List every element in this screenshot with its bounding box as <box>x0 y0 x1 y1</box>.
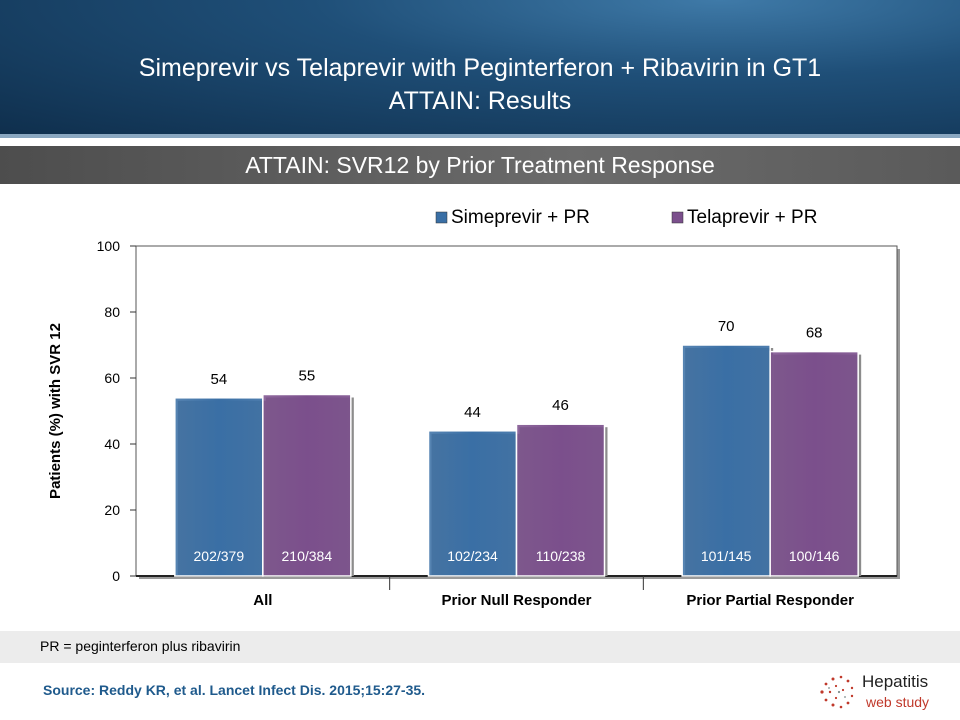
subtitle-bar <box>0 146 960 184</box>
x-tick-label: All <box>253 592 272 609</box>
legend-label: Telaprevir + PR <box>687 207 817 228</box>
hepatitis-logo-icon <box>820 675 854 709</box>
header-banner <box>0 0 960 134</box>
y-tick-label: 80 <box>104 304 120 320</box>
source-citation: Source: Reddy KR, et al. Lancet Infect D… <box>43 682 426 698</box>
bar-count-label: 210/384 <box>282 548 333 564</box>
bar <box>262 393 352 577</box>
y-axis-label: Patients (%) with SVR 12 <box>47 323 64 499</box>
title-line-2: ATTAIN: Results <box>388 87 572 115</box>
legend-swatch <box>671 211 684 224</box>
slide-title: Simeprevir vs Telaprevir with Peginterfe… <box>0 52 960 118</box>
footnote-bar <box>0 631 960 663</box>
logo-text-webstudy: web study <box>866 694 930 710</box>
bar-value-label: 46 <box>552 397 569 414</box>
bar-count-label: 102/234 <box>447 548 498 564</box>
title-line-1: Simeprevir vs Telaprevir with Peginterfe… <box>138 54 822 82</box>
bar-count-label: 100/146 <box>789 548 840 564</box>
y-tick-label: 100 <box>97 238 121 254</box>
bar <box>769 350 859 577</box>
y-tick-label: 20 <box>104 502 120 518</box>
bar-value-label: 68 <box>806 325 823 342</box>
legend-swatch <box>435 211 448 224</box>
legend-label: Simeprevir + PR <box>451 207 590 228</box>
bar-count-label: 110/238 <box>536 548 586 564</box>
y-tick-label: 60 <box>104 370 120 386</box>
bar <box>681 344 771 577</box>
y-tick-label: 40 <box>104 436 120 452</box>
logo-text-hepatitis: Hepatitis <box>862 672 929 691</box>
chart-subtitle: ATTAIN: SVR12 by Prior Treatment Respons… <box>245 152 715 178</box>
bar <box>427 430 518 577</box>
x-tick-label: Prior Partial Responder <box>686 592 854 609</box>
bar-value-label: 54 <box>210 371 227 388</box>
header-divider <box>0 134 960 138</box>
x-tick-label: Prior Null Responder <box>441 592 591 609</box>
bar-count-label: 202/379 <box>194 548 245 564</box>
footnote: PR = peginterferon plus ribavirin <box>40 638 241 654</box>
y-tick-label: 0 <box>112 568 120 584</box>
bar <box>515 423 606 577</box>
bar-count-label: 101/145 <box>701 548 752 564</box>
bar-chart: 0 20 40 60 80 100 Patients (%) with SVR 12 All 5… <box>47 207 900 609</box>
bar-value-label: 70 <box>718 318 735 335</box>
bar-value-label: 44 <box>464 404 481 421</box>
bar-value-label: 55 <box>298 368 315 385</box>
